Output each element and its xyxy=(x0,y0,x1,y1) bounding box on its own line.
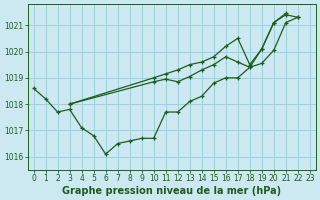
X-axis label: Graphe pression niveau de la mer (hPa): Graphe pression niveau de la mer (hPa) xyxy=(62,186,281,196)
